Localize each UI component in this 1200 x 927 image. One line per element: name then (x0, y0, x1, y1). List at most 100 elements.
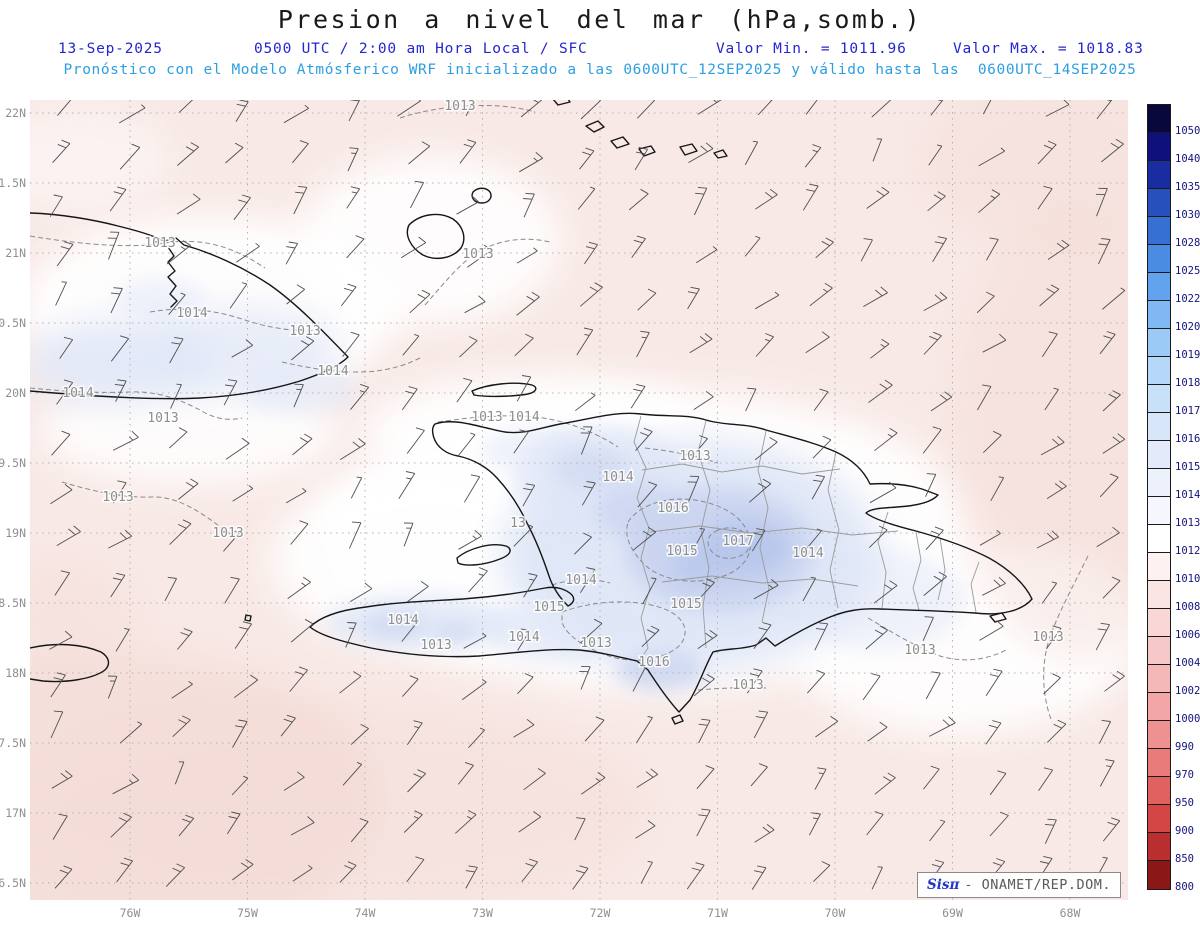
colorbar-tick-label: 1040 (1175, 153, 1200, 165)
lon-tick-label: 71W (707, 906, 728, 920)
isobar-value-label: 1013 (1032, 630, 1063, 645)
grid-lines (30, 100, 1128, 900)
colorbar-tick-label: 1030 (1175, 209, 1200, 221)
colorbar-segment (1148, 329, 1170, 357)
isobar-value-label: 1013 (462, 247, 493, 262)
colorbar-segment (1148, 861, 1170, 889)
pressure-shading (30, 100, 1128, 900)
colorbar-tick-label: 1020 (1175, 321, 1200, 333)
colorbar-tick-label: 1006 (1175, 629, 1200, 641)
contour-labels: 1013 1013 1013 1014 1013 1014 1014 1013 1013 1014… (61, 98, 1065, 695)
isobar-value-label: 13 (510, 516, 526, 531)
lon-tick-label: 70W (825, 906, 846, 920)
latitude-axis-labels: 22N 1.5N 21N 0.5N 20N 9.5N 19N 8.5N 18N 7.5N 17N 6.… (0, 106, 26, 890)
coastlines (30, 100, 1033, 725)
forecast-line: Pronóstico con el Modelo Atmósferico WRF… (63, 62, 1137, 78)
isobar-value-label: 1017 (722, 534, 753, 549)
colorbar-tick-label: 850 (1175, 853, 1194, 865)
colorbar-segment (1148, 161, 1170, 189)
lon-tick-label: 69W (942, 906, 963, 920)
colorbar-tick-label: 1035 (1175, 181, 1200, 193)
colorbar-tick-label: 1025 (1175, 265, 1200, 277)
lat-tick-label: 7.5N (0, 736, 26, 750)
isobar-value-label: 1015 (670, 597, 701, 612)
wind-barbs (49, 100, 1126, 891)
isobar-value-label: 1014 (508, 410, 539, 425)
isobar-value-label: 1014 (176, 306, 207, 321)
colorbar-tick-label: 970 (1175, 769, 1194, 781)
colorbar-tick-label: 1013 (1175, 517, 1200, 529)
lat-tick-label: 20N (5, 386, 26, 400)
colorbar-segment (1148, 441, 1170, 469)
colorbar-tick-label: 1012 (1175, 545, 1200, 557)
lat-tick-label: 9.5N (0, 456, 26, 470)
colorbar-segment (1148, 357, 1170, 385)
colorbar-tick-label: 1017 (1175, 405, 1200, 417)
colorbar-tick-label: 1008 (1175, 601, 1200, 613)
chart-title: Presion a nivel del mar (hPa,somb.) (277, 5, 923, 34)
colorbar-segment (1148, 497, 1170, 525)
lon-tick-label: 68W (1060, 906, 1081, 920)
colorbar-tick-label: 1018 (1175, 377, 1200, 389)
lon-tick-label: 76W (120, 906, 141, 920)
colorbar-segment (1148, 637, 1170, 665)
lon-tick-label: 73W (472, 906, 493, 920)
max-value-label: Valor Max. = 1018.83 (953, 41, 1144, 57)
colorbar-segment (1148, 777, 1170, 805)
isobar-value-label: 1013 (679, 449, 710, 464)
isobar-value-label: 1015 (666, 544, 697, 559)
colorbar-tick-label: 1010 (1175, 573, 1200, 585)
colorbar-segment (1148, 301, 1170, 329)
colorbar-segment (1148, 553, 1170, 581)
isobar-value-label: 1016 (657, 501, 688, 516)
min-value-label: Valor Min. = 1011.96 (716, 41, 907, 57)
colorbar-segment (1148, 273, 1170, 301)
isobar-value-label: 1014 (565, 573, 596, 588)
colorbar-segment (1148, 833, 1170, 861)
colorbar-tick-label: 1000 (1175, 713, 1200, 725)
longitude-axis-labels: 76W 75W 74W 73W 72W 71W 70W 69W 68W (120, 906, 1081, 920)
valid-date-label: 13-Sep-2025 (58, 41, 163, 57)
colorbar-tick-label: 1019 (1175, 349, 1200, 361)
colorbar-segment (1148, 413, 1170, 441)
isobar-value-label: 1013 (102, 490, 133, 505)
lon-tick-label: 74W (355, 906, 376, 920)
colorbar-tick-label: 950 (1175, 797, 1194, 809)
colorbar-tick-label: 1004 (1175, 657, 1200, 669)
colorbar-segment (1148, 609, 1170, 637)
isobar-value-label: 1013 (471, 410, 502, 425)
colorbar-segment (1148, 133, 1170, 161)
lat-tick-label: 19N (5, 526, 26, 540)
colorbar-segment (1148, 469, 1170, 497)
isobar-value-label: 1013 (147, 411, 178, 426)
colorbar-segment (1148, 665, 1170, 693)
sispi-logo: Sisπ (927, 877, 960, 893)
valid-time-label: 0500 UTC / 2:00 am Hora Local / SFC (254, 41, 588, 57)
lat-tick-label: 21N (5, 246, 26, 260)
isobar-value-label: 1015 (533, 600, 564, 615)
watermark-text: - ONAMET/REP.DOM. (964, 877, 1112, 893)
colorbar-segment (1148, 525, 1170, 553)
colorbar-segment (1148, 749, 1170, 777)
lon-tick-label: 75W (237, 906, 258, 920)
isobar-value-label: 1014 (62, 386, 93, 401)
colorbar-segment (1148, 189, 1170, 217)
colorbar-segment (1148, 805, 1170, 833)
colorbar-tick-label: 900 (1175, 825, 1194, 837)
pressure-contours (30, 105, 1089, 723)
isobar-value-label: 1013 (289, 324, 320, 339)
colorbar-tick-label: 1022 (1175, 293, 1200, 305)
colorbar (1147, 104, 1171, 890)
colorbar-segment (1148, 581, 1170, 609)
isobar-value-label: 1014 (792, 546, 823, 561)
lat-tick-label: 18N (5, 666, 26, 680)
isobar-value-label: 1013 (212, 526, 243, 541)
watermark-box: Sisπ - ONAMET/REP.DOM. (917, 872, 1122, 898)
colorbar-tick-label: 800 (1175, 881, 1194, 893)
colorbar-tick-label: 1015 (1175, 461, 1200, 473)
isobar-value-label: 1014 (317, 364, 348, 379)
isobar-value-label: 1013 (580, 636, 611, 651)
lat-tick-label: 0.5N (0, 316, 26, 330)
isobar-value-label: 1014 (387, 613, 418, 628)
